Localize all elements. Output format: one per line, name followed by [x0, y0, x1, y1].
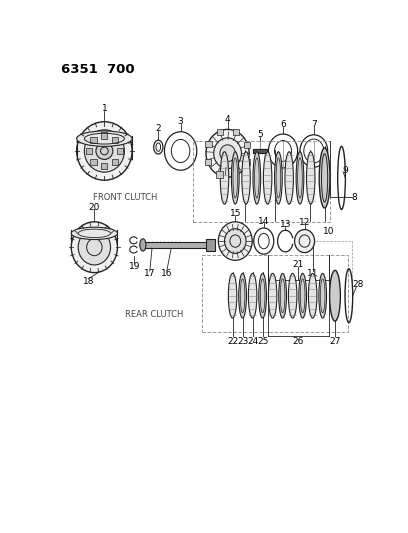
Ellipse shape	[306, 152, 315, 204]
Ellipse shape	[214, 138, 242, 168]
Ellipse shape	[206, 130, 249, 177]
Bar	[112, 137, 118, 143]
Text: 3: 3	[178, 117, 184, 126]
Text: 10: 10	[323, 227, 334, 236]
Ellipse shape	[308, 273, 317, 318]
Text: 5: 5	[257, 130, 263, 139]
Bar	[143, 242, 214, 248]
Ellipse shape	[319, 273, 326, 318]
Text: 12: 12	[299, 218, 310, 227]
Ellipse shape	[228, 273, 237, 318]
Bar	[217, 129, 223, 135]
Ellipse shape	[77, 122, 132, 180]
Text: 21: 21	[293, 261, 304, 269]
Text: 16: 16	[161, 269, 173, 278]
Text: 22: 22	[227, 337, 238, 346]
Text: 6351  700: 6351 700	[61, 63, 135, 76]
Bar	[205, 159, 211, 165]
Text: FRONT CLUTCH: FRONT CLUTCH	[93, 192, 157, 201]
Ellipse shape	[296, 152, 304, 204]
Ellipse shape	[268, 273, 277, 318]
Bar	[253, 149, 267, 154]
Ellipse shape	[242, 152, 250, 204]
Bar	[91, 137, 97, 143]
Bar	[101, 163, 107, 169]
Ellipse shape	[71, 227, 118, 239]
Ellipse shape	[279, 273, 286, 318]
Ellipse shape	[288, 273, 297, 318]
Ellipse shape	[285, 152, 293, 204]
Bar	[216, 172, 222, 177]
Text: 20: 20	[89, 203, 100, 212]
Text: 24: 24	[247, 337, 258, 346]
Ellipse shape	[77, 131, 132, 147]
Bar	[117, 148, 123, 154]
Ellipse shape	[248, 273, 257, 318]
Text: 8: 8	[352, 192, 357, 201]
Ellipse shape	[84, 130, 124, 172]
Bar	[244, 142, 250, 148]
Text: 17: 17	[144, 269, 155, 278]
Bar	[206, 239, 215, 251]
Ellipse shape	[71, 222, 118, 273]
Ellipse shape	[319, 148, 330, 208]
Text: 28: 28	[353, 280, 364, 289]
Ellipse shape	[264, 152, 272, 204]
Ellipse shape	[330, 270, 340, 321]
Ellipse shape	[239, 273, 246, 318]
Bar	[86, 148, 92, 154]
Text: 15: 15	[230, 209, 241, 218]
Ellipse shape	[295, 230, 315, 253]
Text: 14: 14	[258, 216, 269, 225]
Ellipse shape	[140, 239, 146, 251]
Ellipse shape	[96, 142, 113, 159]
Bar	[91, 159, 97, 165]
Text: 2: 2	[155, 124, 161, 133]
Ellipse shape	[275, 152, 282, 204]
Bar	[205, 141, 211, 147]
Text: 11: 11	[307, 269, 319, 278]
Text: 6: 6	[280, 120, 286, 130]
Ellipse shape	[220, 145, 235, 161]
Text: 7: 7	[311, 120, 317, 130]
Text: 25: 25	[257, 337, 268, 346]
Ellipse shape	[224, 229, 246, 253]
Bar	[233, 129, 239, 135]
Text: 27: 27	[329, 337, 341, 346]
Text: 1: 1	[102, 104, 107, 113]
Text: 13: 13	[279, 220, 291, 229]
Text: 9: 9	[342, 166, 348, 175]
Ellipse shape	[220, 152, 229, 204]
Text: 19: 19	[129, 262, 141, 271]
Bar	[112, 159, 118, 165]
Bar	[101, 133, 107, 139]
Ellipse shape	[253, 152, 261, 204]
Bar	[202, 255, 348, 332]
Text: 23: 23	[237, 337, 248, 346]
Text: REAR CLUTCH: REAR CLUTCH	[125, 310, 184, 319]
Bar	[232, 172, 238, 178]
Ellipse shape	[231, 152, 239, 204]
Text: 18: 18	[82, 277, 94, 286]
Ellipse shape	[78, 230, 111, 265]
Text: 26: 26	[293, 337, 304, 346]
Bar	[244, 159, 250, 165]
Ellipse shape	[299, 273, 306, 318]
Ellipse shape	[259, 273, 266, 318]
Ellipse shape	[218, 222, 252, 260]
Text: 4: 4	[225, 115, 231, 124]
Bar	[193, 141, 330, 222]
